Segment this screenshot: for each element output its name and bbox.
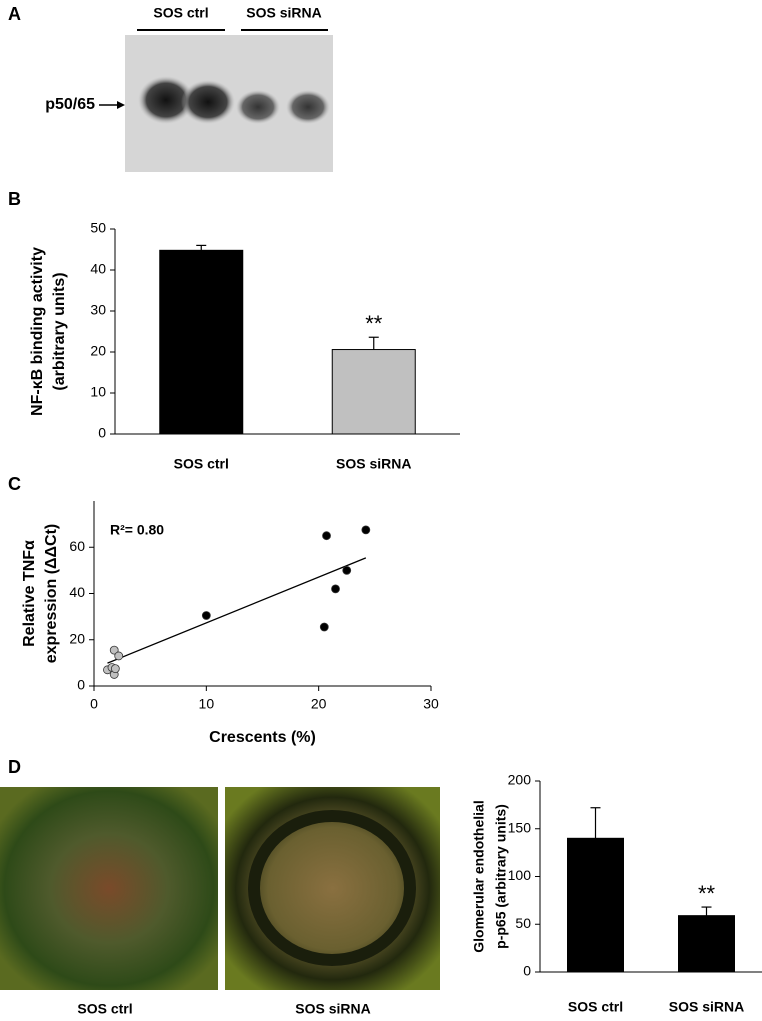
point [201, 611, 211, 620]
annotation: R²= 0.80 [110, 522, 164, 538]
x-tick-label: 0 [90, 696, 98, 712]
significance-label: ** [698, 881, 716, 906]
y-axis-label: (arbitrary units) [51, 272, 68, 390]
panel-label: C [8, 474, 21, 494]
trendline [107, 557, 367, 664]
point [331, 584, 340, 594]
bar [331, 349, 416, 435]
y-tick-label: 20 [69, 630, 85, 646]
x-tick-label: SOS siRNA [336, 456, 411, 472]
point [110, 664, 120, 674]
y-tick-label: 0 [523, 963, 531, 979]
caption: SOS ctrl [77, 1001, 132, 1017]
point [114, 651, 124, 661]
y-tick-label: 0 [98, 425, 106, 441]
y-tick-label: 200 [508, 772, 532, 788]
group-label: SOS siRNA [246, 5, 321, 21]
blot: SOS ctrl SOS siRNA p50/65 [45, 5, 333, 172]
bar [678, 915, 735, 973]
x-tick-label: 30 [423, 696, 439, 712]
panel-label: B [8, 189, 21, 209]
y-tick-label: 60 [69, 538, 85, 554]
point [361, 525, 371, 535]
y-tick-label: 100 [508, 867, 532, 883]
y-tick-label: 20 [90, 343, 106, 359]
y-tick-label: 50 [515, 915, 531, 931]
point [342, 565, 352, 575]
point [322, 531, 331, 541]
y-tick-label: 0 [77, 677, 85, 693]
band [181, 80, 235, 124]
x-tick-label: 20 [311, 696, 327, 712]
y-tick-label: 10 [90, 384, 106, 400]
y-tick-label: 150 [508, 819, 532, 835]
arrow-head [117, 101, 125, 109]
micrograph [0, 787, 218, 990]
x-tick-label: SOS siRNA [669, 999, 744, 1015]
y-axis-label: p-p65 (arbitrary units) [493, 804, 509, 949]
bar [567, 837, 624, 973]
y-tick-label: 30 [90, 302, 106, 318]
micrographs: SOS ctrl SOS siRNA [0, 787, 440, 1017]
y-tick-label: 40 [90, 261, 106, 277]
x-tick-label: 10 [199, 696, 215, 712]
point [319, 622, 329, 632]
band [138, 76, 194, 124]
caption: SOS siRNA [295, 1001, 370, 1017]
band-label: p50/65 [45, 96, 95, 113]
y-axis-label: NF-κB binding activity [29, 247, 46, 416]
point [109, 645, 119, 655]
capsule [248, 810, 416, 966]
band [286, 90, 330, 124]
band [236, 90, 280, 124]
y-axis-label: expression (ΔΔCt) [43, 524, 60, 663]
y-axis-label: Glomerular endothelial [471, 800, 487, 952]
x-axis-label: Crescents (%) [209, 729, 316, 746]
y-axis-label: Relative TNFα [21, 540, 38, 647]
bar [159, 249, 244, 435]
significance-label: ** [365, 311, 383, 336]
y-tick-label: 50 [90, 220, 106, 236]
y-tick-label: 40 [69, 584, 85, 600]
panel-label: D [8, 757, 21, 777]
panel-label: A [8, 4, 21, 24]
x-tick-label: SOS ctrl [174, 456, 229, 472]
group-label: SOS ctrl [153, 5, 208, 21]
x-tick-label: SOS ctrl [568, 999, 623, 1015]
